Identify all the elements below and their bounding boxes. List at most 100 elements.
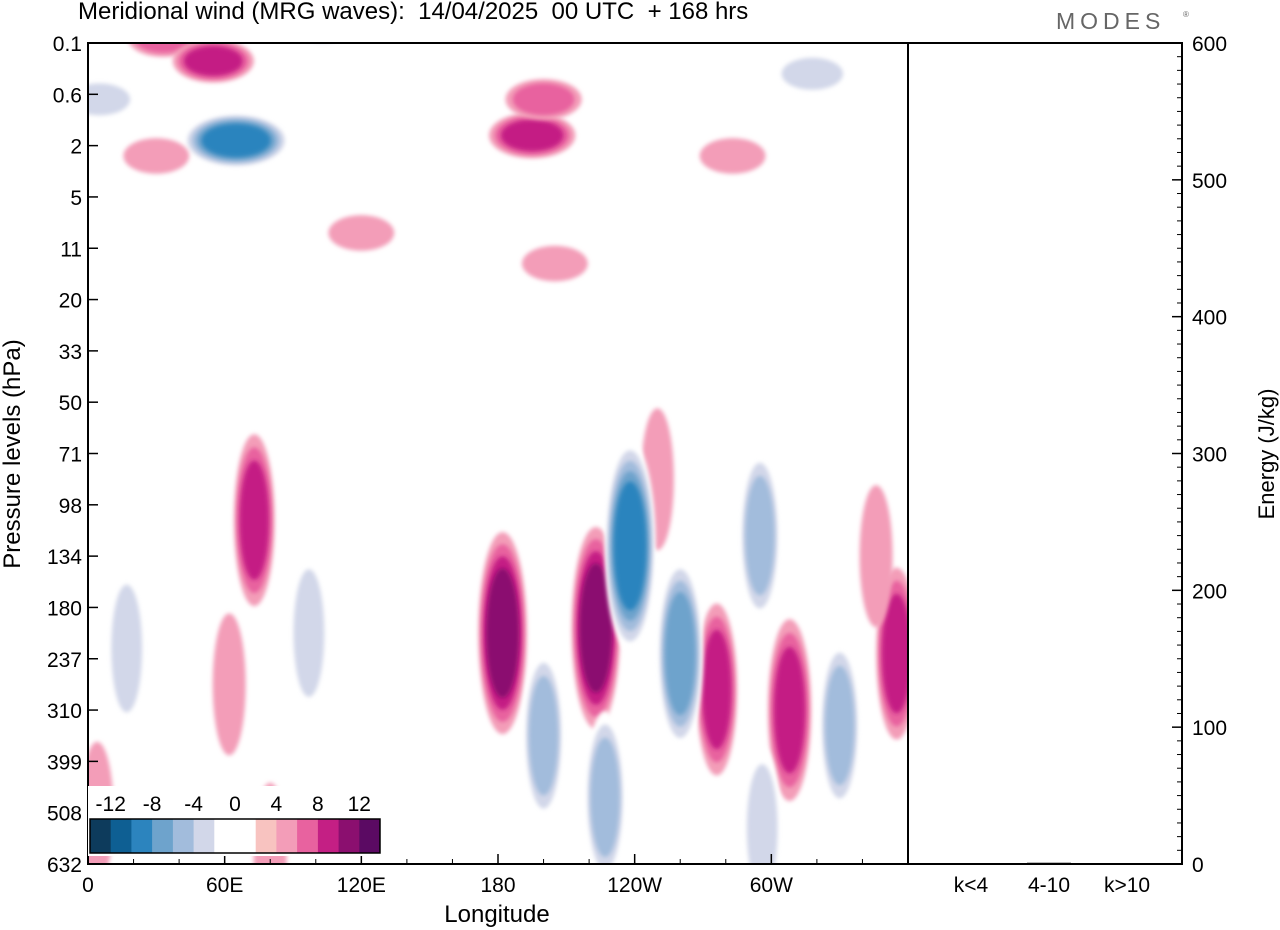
x-tick-label-5: 60W bbox=[750, 874, 793, 897]
energy-plot-frame bbox=[907, 42, 1183, 865]
colorbar-frame bbox=[89, 818, 381, 854]
colorbar-label-4: 4 bbox=[271, 793, 283, 816]
colorbar-swatch-5 bbox=[193, 819, 215, 853]
y-tick-label-13: 310 bbox=[47, 700, 82, 723]
colorbar-swatch-9 bbox=[276, 819, 298, 853]
contour-33-band-1 bbox=[746, 764, 778, 864]
contour-25-band-0 bbox=[174, 459, 207, 602]
contour-14-band-3 bbox=[486, 568, 519, 698]
contour-6-band-2 bbox=[184, 46, 243, 76]
y-tick-label-11: 180 bbox=[47, 597, 82, 620]
y-tick-label-0: 0.1 bbox=[53, 33, 82, 56]
contour-1-band-1 bbox=[88, 83, 131, 116]
brand-registered-mark: ® bbox=[1183, 10, 1189, 19]
energy-category-label-1: 4-10 bbox=[1028, 874, 1070, 897]
colorbar-swatch-6 bbox=[214, 819, 236, 853]
x-tick-label-2: 120E bbox=[337, 874, 386, 897]
contour-21-band-0 bbox=[212, 613, 246, 756]
energy-category-label-0: k<4 bbox=[954, 874, 989, 897]
contour-3-band-1 bbox=[781, 57, 843, 90]
contour-29-band-3 bbox=[664, 592, 696, 716]
colorbar-swatch-0 bbox=[90, 819, 112, 853]
contour-2-band-1 bbox=[294, 13, 351, 43]
contour-30-band-2 bbox=[745, 475, 775, 596]
colorbar-label-0: -12 bbox=[96, 793, 126, 816]
y-tick-label-1: 0.6 bbox=[53, 84, 82, 107]
y-tick-label-16: 632 bbox=[47, 854, 82, 877]
y-tick-label-10: 134 bbox=[47, 546, 82, 569]
axis-ticks: 0.1 0.6 2 5 11 20 33 50 71 98 134 180 237 310 399 508 63… bbox=[47, 33, 1227, 897]
contour-34-band-0 bbox=[322, 362, 356, 504]
energy-category-label-2: k>10 bbox=[1104, 874, 1150, 897]
contour-17-band-2 bbox=[774, 646, 806, 774]
colorbar-label-1: -8 bbox=[143, 793, 162, 816]
energy-tick-label-6: 600 bbox=[1192, 33, 1227, 56]
contour-18-band-2 bbox=[881, 593, 908, 714]
contour-11-band-0 bbox=[522, 245, 588, 282]
y-tick-label-8: 71 bbox=[59, 444, 82, 467]
energy-tick-label-0: 0 bbox=[1192, 854, 1204, 877]
y-tick-label-5: 20 bbox=[59, 290, 82, 313]
colorbar-swatch-8 bbox=[255, 819, 277, 853]
brand-logo: MODES bbox=[1056, 8, 1166, 34]
chart-title: Meridional wind (MRG waves): 14/04/2025 … bbox=[78, 0, 749, 25]
y-tick-label-15: 508 bbox=[47, 803, 82, 826]
y-tick-label-3: 5 bbox=[70, 187, 82, 210]
x-tick-label-0: 0 bbox=[82, 874, 94, 897]
y-tick-label-14: 399 bbox=[47, 751, 82, 774]
contour-15-band-3 bbox=[579, 563, 613, 693]
contour-24-band-1 bbox=[111, 584, 143, 713]
energy-tick-label-1: 100 bbox=[1192, 717, 1227, 740]
contour-31-band-2 bbox=[825, 665, 855, 786]
colorbar-label-2: -4 bbox=[184, 793, 203, 816]
contour-12-band-0 bbox=[699, 138, 766, 174]
colorbar-swatch-3 bbox=[152, 819, 174, 853]
colorbar-swatch-1 bbox=[110, 819, 132, 853]
contour-4-band-0 bbox=[829, 86, 896, 123]
contour-26-band-1 bbox=[293, 569, 325, 697]
colorbar-swatch-4 bbox=[172, 819, 195, 853]
colorbar-swatch-11 bbox=[317, 819, 340, 853]
energy-tick-label-5: 500 bbox=[1192, 170, 1227, 193]
x-tick-label-1: 60E bbox=[206, 874, 243, 897]
energy-tick-label-2: 200 bbox=[1192, 580, 1227, 603]
x-tick-label-3: 180 bbox=[480, 874, 515, 897]
energy-tick-label-3: 300 bbox=[1192, 444, 1227, 467]
contour-13-band-2 bbox=[239, 460, 269, 580]
y-axis-label: Pressure levels (hPa) bbox=[0, 339, 26, 568]
colorbar-label-5: 8 bbox=[312, 793, 324, 816]
contour-5-band-1 bbox=[136, 43, 191, 53]
contour-27-band-2 bbox=[528, 676, 559, 796]
colorbar-swatch-2 bbox=[131, 819, 153, 853]
colorbar-swatch-13 bbox=[359, 819, 381, 853]
contour-35-band-0 bbox=[806, 327, 873, 364]
contour-2-band-0 bbox=[301, 43, 344, 47]
contour-16-band-2 bbox=[702, 629, 732, 750]
y-tick-label-12: 237 bbox=[47, 649, 82, 672]
contour-7-band-2 bbox=[501, 119, 564, 152]
colorbar-swatch-7 bbox=[235, 819, 257, 853]
y-tick-label-7: 50 bbox=[59, 392, 82, 415]
contour-36-band-0 bbox=[89, 363, 156, 400]
colorbar-label-6: 12 bbox=[348, 793, 371, 816]
x-axis-label: Longitude bbox=[444, 901, 549, 928]
y-tick-label-4: 11 bbox=[60, 238, 82, 261]
colorbar: -12 -8 -4 0 4 8 12 bbox=[88, 786, 382, 856]
energy-axis-label: Energy (J/kg) bbox=[1254, 389, 1279, 520]
energy-tick-label-4: 400 bbox=[1192, 307, 1227, 330]
y-tick-label-2: 2 bbox=[70, 136, 82, 159]
colorbar-swatch-12 bbox=[338, 819, 360, 853]
contour-28-band-4 bbox=[613, 481, 647, 611]
x-tick-label-4: 120W bbox=[607, 874, 662, 897]
y-tick-label-6: 33 bbox=[59, 341, 82, 364]
y-tick-label-9: 98 bbox=[59, 495, 82, 518]
contour-9-band-0 bbox=[123, 138, 190, 174]
wind-field bbox=[88, 13, 908, 864]
contour-10-band-0 bbox=[328, 215, 395, 251]
colorbar-label-3: 0 bbox=[229, 793, 241, 816]
contour-19-band-0 bbox=[859, 485, 893, 628]
contour-32-band-2 bbox=[590, 737, 620, 857]
contour-0-band-4 bbox=[201, 123, 271, 158]
colorbar-swatch-10 bbox=[297, 819, 319, 853]
